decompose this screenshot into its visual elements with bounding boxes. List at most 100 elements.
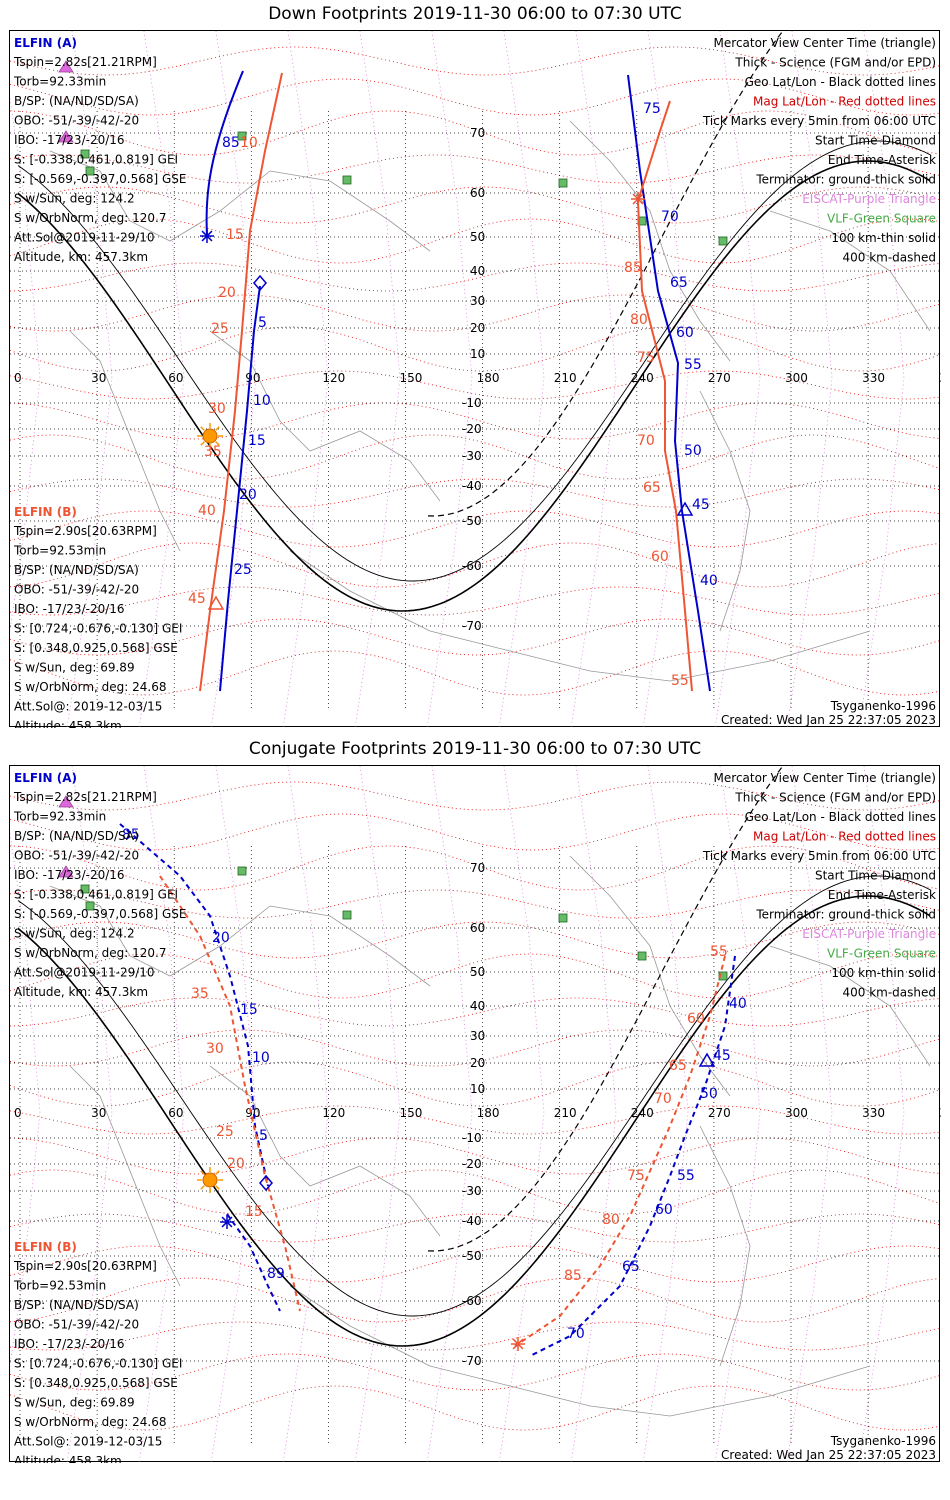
lat-tick-label: 20 <box>470 321 485 335</box>
elfin-a-info-line: Torb=92.33min <box>13 75 106 89</box>
coastline <box>209 330 441 502</box>
eiscat-triangle-a <box>58 795 74 808</box>
legend-line: Mag Lat/Lon - Red dotted lines <box>753 95 936 109</box>
lon-tick-label: 150 <box>400 1106 423 1120</box>
mag-latitude-line <box>10 326 941 372</box>
legend-line: Thick - Science (FGM and/or EPD) <box>734 56 936 70</box>
elfin-b-info-line: S w/OrbNorm, deg: 24.68 <box>14 1415 166 1429</box>
elfin-b-track-east <box>636 100 693 692</box>
coastline <box>49 150 431 252</box>
elfin-a-tick-label: 25 <box>234 562 252 578</box>
lat-tick-label: 70 <box>470 126 485 140</box>
elfin-a-track-west-lower <box>226 1213 281 1312</box>
elfin-b-tick-label: 65 <box>643 480 661 496</box>
terminator-100km-thin <box>17 140 931 582</box>
mag-latitude-line <box>10 845 941 891</box>
lat-tick-label: 40 <box>470 999 485 1013</box>
sun-ray <box>215 426 220 431</box>
lat-tick-label: -60 <box>462 1294 482 1308</box>
elfin-b-tick-label: 60 <box>651 549 669 565</box>
elfin-a-info-line: B/SP: (NA/ND/SD/SA) <box>14 94 139 108</box>
vlf-station-square <box>342 910 352 920</box>
elfin-b-tick-label: 75 <box>637 350 655 366</box>
elfin-a-info-line: Altitude, km: 457.3km <box>14 250 148 264</box>
coastline <box>49 885 431 987</box>
elfin-a-tick-label: 55 <box>684 357 702 373</box>
elfin-b-tick-label: 35 <box>204 444 222 460</box>
mag-latitude-line <box>10 154 941 184</box>
elfin-a-info-line: S w/OrbNorm, deg: 120.7 <box>14 946 166 960</box>
sun-ray <box>200 441 205 446</box>
legend-line: Mercator View Center Time (triangle) <box>714 36 936 50</box>
elfin-a-tick-label: 85 <box>122 827 140 843</box>
elfin-b-tick-label: 85 <box>564 1268 582 1284</box>
elfin-b-tick-label: 55 <box>671 673 689 689</box>
model-name: Tsyganenko-1996 <box>830 699 936 713</box>
elfin-b-info-line: S: [0.724,-0.676,-0.130] GEI <box>14 622 182 636</box>
vlf-station-square <box>85 166 95 176</box>
elfin-b-tick-label: 30 <box>206 1041 224 1057</box>
elfin-b-info-line: Torb=92.53min <box>13 544 106 558</box>
mag-latitude-line <box>10 813 941 851</box>
created-timestamp: Created: Wed Jan 25 22:37:05 2023 <box>721 1448 936 1462</box>
lon-tick-label: 150 <box>400 371 423 385</box>
elfin-b-info-line: IBO: -17/23/-20/16 <box>14 602 125 616</box>
end-time-asterisk-b <box>631 192 645 206</box>
elfin-a-tick-label: 5 <box>259 1128 268 1144</box>
elfin-a-tick-label: 45 <box>692 497 710 513</box>
mag-latitude-line <box>10 46 941 76</box>
legend-line: Mag Lat/Lon - Red dotted lines <box>753 830 936 844</box>
coastline <box>69 1065 181 1287</box>
lon-tick-label: 60 <box>168 1106 183 1120</box>
lon-tick-label: 120 <box>322 1106 345 1120</box>
mag-latitude-line <box>10 78 941 116</box>
elfin-b-tick-label: 60 <box>687 1011 705 1027</box>
lat-tick-label: -40 <box>462 1214 482 1228</box>
elfin-a-tick-label: 60 <box>676 325 694 341</box>
mag-latitude-line <box>10 510 941 548</box>
vlf-station-square <box>558 913 568 923</box>
lon-tick-label: 360 <box>939 1106 941 1120</box>
mag-latitude-line <box>10 889 941 919</box>
lat-tick-label: 40 <box>470 264 485 278</box>
elfin-b-info-line: OBO: -51/-39/-42/-20 <box>14 583 139 597</box>
sun-ray <box>215 441 220 446</box>
legend-line: Tick Marks every 5min from 06:00 UTC <box>702 114 936 128</box>
vlf-station-square <box>237 131 247 141</box>
elfin-b-tick-label: 45 <box>188 591 206 607</box>
elfin-a-tick-label: 50 <box>700 1086 718 1102</box>
view-center-triangle-b <box>207 595 225 610</box>
coastline <box>289 550 871 682</box>
lat-tick-label: -10 <box>462 1131 482 1145</box>
elfin-a-info-line: OBO: -51/-39/-42/-20 <box>14 849 139 863</box>
start-time-diamond <box>253 274 267 292</box>
elfin-a-tick-label: 65 <box>622 1259 640 1275</box>
legend-line: 100 km-thin solid <box>831 966 936 980</box>
legend-line: VLF-Green Square <box>827 947 936 961</box>
mag-latitude-line <box>10 186 941 224</box>
lon-tick-label: 330 <box>862 1106 885 1120</box>
start-time-diamond <box>259 1174 273 1192</box>
elfin-a-info-line: Altitude, km: 457.3km <box>14 985 148 999</box>
elfin-b-info-line: IBO: -17/23/-20/16 <box>14 1337 125 1351</box>
elfin-b-tick-label: 10 <box>240 135 258 151</box>
lon-tick-label: 30 <box>91 371 106 385</box>
legend-line: 400 km-dashed <box>842 251 936 265</box>
elfin-b-tick-label: 70 <box>654 1091 672 1107</box>
created-timestamp: Created: Wed Jan 25 22:37:05 2023 <box>721 713 936 727</box>
legend-line: Start Time-Diamond <box>815 134 936 148</box>
sun-ray <box>215 1185 220 1190</box>
elfin-a-tick-label: 10 <box>252 1050 270 1066</box>
sun-ray <box>200 1185 205 1190</box>
elfin-a-tick-label: 50 <box>684 443 702 459</box>
legend-line: Terminator: ground-thick solid <box>755 173 936 187</box>
elfin-b-info-line: Tspin=2.90s[20.63RPM] <box>13 1259 157 1273</box>
lat-tick-label: 70 <box>470 861 485 875</box>
lon-tick-label: 270 <box>708 371 731 385</box>
vlf-station-square <box>558 178 568 188</box>
mag-latitude-line <box>10 1213 941 1243</box>
lat-tick-label: -20 <box>462 1157 482 1171</box>
coastline <box>209 1065 441 1237</box>
legend-line: Terminator: ground-thick solid <box>755 908 936 922</box>
elfin-a-info-line: Tspin=2.82s[21.21RPM] <box>13 790 157 804</box>
